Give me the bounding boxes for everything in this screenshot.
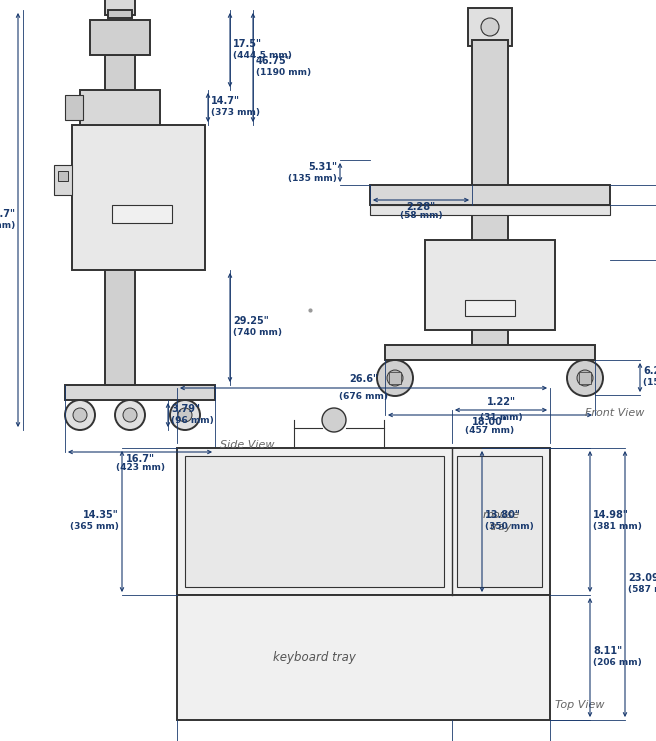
Text: (373 mm): (373 mm) xyxy=(211,108,260,118)
Text: 16.7": 16.7" xyxy=(125,454,155,464)
Text: (457 mm): (457 mm) xyxy=(466,426,514,435)
Bar xyxy=(112,205,172,223)
Text: 61.7": 61.7" xyxy=(0,209,15,219)
Text: (587 mm): (587 mm) xyxy=(628,585,656,594)
Circle shape xyxy=(178,408,192,422)
Circle shape xyxy=(387,370,403,386)
Bar xyxy=(105,55,135,385)
Text: mouse: mouse xyxy=(482,511,520,520)
Text: 14.7": 14.7" xyxy=(211,96,240,107)
Text: (676 mm): (676 mm) xyxy=(339,392,388,401)
Circle shape xyxy=(123,408,137,422)
Text: (206 mm): (206 mm) xyxy=(593,659,642,668)
Text: (1190 mm): (1190 mm) xyxy=(256,68,311,78)
Text: 14.35": 14.35" xyxy=(83,511,119,520)
Text: (423 mm): (423 mm) xyxy=(115,463,165,472)
Bar xyxy=(389,372,401,384)
Text: (365 mm): (365 mm) xyxy=(70,522,119,531)
Circle shape xyxy=(65,400,95,430)
Text: 3.79": 3.79" xyxy=(171,404,200,414)
Text: keyboard tray: keyboard tray xyxy=(273,651,356,664)
Bar xyxy=(370,205,610,215)
Circle shape xyxy=(481,18,499,36)
Bar xyxy=(457,456,542,587)
Bar xyxy=(177,595,550,720)
Text: (135 mm): (135 mm) xyxy=(288,173,337,182)
Text: Front View: Front View xyxy=(585,408,644,418)
Text: (58 mm): (58 mm) xyxy=(400,211,442,220)
Text: 5.31": 5.31" xyxy=(308,162,337,171)
Text: 14.98": 14.98" xyxy=(593,511,629,520)
Bar xyxy=(472,40,508,345)
Bar xyxy=(385,345,595,360)
Bar xyxy=(105,0,135,15)
Text: 18.00": 18.00" xyxy=(472,417,508,427)
Circle shape xyxy=(115,400,145,430)
Bar xyxy=(65,95,83,120)
Text: 29.25": 29.25" xyxy=(233,316,269,327)
Bar xyxy=(177,448,550,595)
Text: 2.28": 2.28" xyxy=(407,202,436,212)
Text: 6.21": 6.21" xyxy=(643,367,656,376)
Bar xyxy=(185,456,444,587)
Text: Side View: Side View xyxy=(220,440,274,450)
Text: 17.5": 17.5" xyxy=(233,39,262,49)
Bar xyxy=(579,372,591,384)
Circle shape xyxy=(170,400,200,430)
Text: 23.09": 23.09" xyxy=(628,573,656,583)
Bar xyxy=(468,8,512,46)
Bar xyxy=(80,90,160,125)
Text: 8.11": 8.11" xyxy=(593,646,622,657)
Circle shape xyxy=(73,408,87,422)
Text: 46.75": 46.75" xyxy=(256,56,292,67)
Circle shape xyxy=(377,360,413,396)
Circle shape xyxy=(577,370,593,386)
Bar xyxy=(72,125,205,270)
Text: (96 mm): (96 mm) xyxy=(171,416,214,425)
Bar xyxy=(54,165,72,195)
Bar xyxy=(58,171,68,181)
Bar xyxy=(108,10,132,18)
Bar xyxy=(90,20,150,55)
Text: tray: tray xyxy=(490,522,512,533)
Text: (444.5 mm): (444.5 mm) xyxy=(233,51,292,60)
Text: (158 mm): (158 mm) xyxy=(643,379,656,388)
Text: (31 mm): (31 mm) xyxy=(480,413,522,422)
Bar xyxy=(425,240,555,330)
Text: 13.80": 13.80" xyxy=(485,511,521,520)
Text: Top View: Top View xyxy=(555,700,604,710)
Circle shape xyxy=(567,360,603,396)
Circle shape xyxy=(322,408,346,432)
Bar xyxy=(65,385,215,400)
Text: (1567 mm): (1567 mm) xyxy=(0,221,15,230)
Text: (381 mm): (381 mm) xyxy=(593,522,642,531)
Bar xyxy=(370,185,610,205)
Text: (350 mm): (350 mm) xyxy=(485,522,534,531)
Text: 26.6": 26.6" xyxy=(349,374,378,384)
Text: (740 mm): (740 mm) xyxy=(233,328,282,337)
Bar xyxy=(465,300,515,316)
Text: 1.22": 1.22" xyxy=(487,397,516,407)
